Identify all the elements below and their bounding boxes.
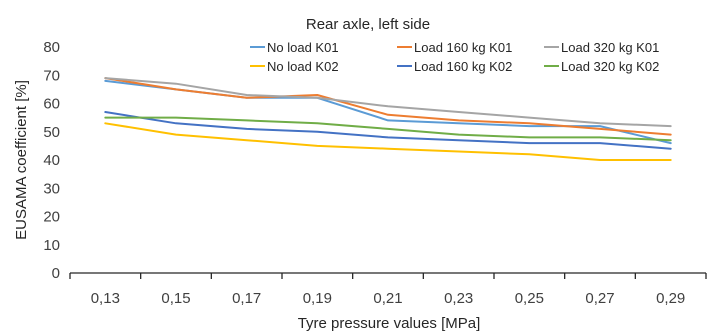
x-tick-label: 0,15 [161, 290, 190, 307]
y-tick-label: 50 [43, 124, 60, 141]
legend-label: Load 320 kg K01 [561, 40, 659, 55]
y-tick-label: 70 [43, 67, 60, 84]
x-tick-label: 0,17 [232, 290, 261, 307]
legend-label: No load K02 [267, 59, 339, 74]
chart-title: Rear axle, left side [306, 16, 430, 33]
legend-label: No load K01 [267, 40, 339, 55]
y-tick-label: 10 [43, 237, 60, 254]
series-line-3 [104, 77, 672, 128]
series-line-4 [104, 122, 672, 161]
x-tick-label: 0,27 [585, 290, 614, 307]
x-tick-label: 0,23 [444, 290, 473, 307]
x-tick-label: 0,21 [373, 290, 402, 307]
axes: 0 10 20 30 40 50 60 70 80 0,13 0,15 0,17 0,19 0,21 0,2… [43, 39, 707, 307]
legend: No load K01 Load 160 kg K01 Load 320 kg K0… [250, 40, 659, 74]
series-line-2 [104, 77, 672, 136]
series-line-5 [104, 111, 672, 150]
x-tick-label: 0,29 [656, 290, 685, 307]
legend-label: Load 320 kg K02 [561, 59, 659, 74]
series-line-6 [104, 116, 672, 142]
y-tick-label: 80 [43, 39, 60, 56]
x-axis-title: Tyre pressure values [MPa] [298, 315, 481, 332]
series-layer [104, 77, 672, 161]
y-tick-label: 60 [43, 96, 60, 113]
x-tick-label: 0,25 [515, 290, 544, 307]
legend-label: Load 160 kg K01 [414, 40, 512, 55]
legend-label: Load 160 kg K02 [414, 59, 512, 74]
x-tick-label: 0,13 [91, 290, 120, 307]
x-tick-label: 0,19 [303, 290, 332, 307]
y-tick-label: 20 [43, 209, 60, 226]
y-tick-label: 0 [52, 265, 60, 282]
y-axis-title: EUSAMA coefficient [%] [13, 80, 30, 240]
y-tick-label: 40 [43, 152, 60, 169]
y-tick-label: 30 [43, 180, 60, 197]
